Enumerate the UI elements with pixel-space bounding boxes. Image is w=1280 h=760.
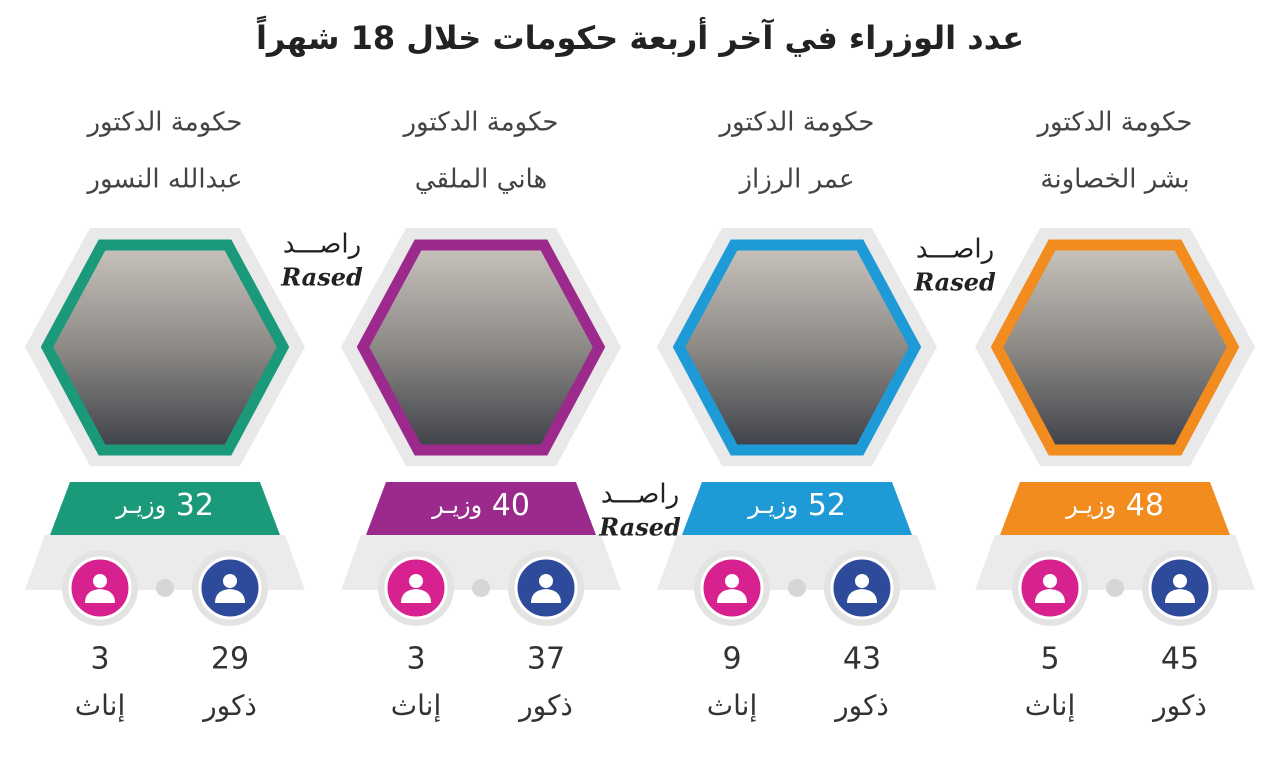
total-banner — [50, 482, 280, 535]
male-label: ذكور — [201, 689, 257, 722]
total-label: 40 وزيـر — [431, 488, 530, 523]
person-head — [409, 574, 423, 588]
total-unit: وزيـر — [115, 491, 166, 519]
person-body — [1165, 589, 1195, 603]
male-count: 37 — [527, 642, 565, 677]
total-value: 40 — [492, 488, 530, 523]
female-icon — [694, 550, 770, 626]
photo — [356, 239, 606, 456]
total-banner — [682, 482, 912, 535]
separator-dot — [156, 579, 174, 597]
photo — [990, 239, 1240, 456]
watermark-ar: راصـــد — [601, 480, 679, 510]
person-head — [1173, 574, 1187, 588]
male-icon — [508, 550, 584, 626]
total-banner — [366, 482, 596, 535]
male-label: ذكور — [833, 689, 889, 722]
person-head — [855, 574, 869, 588]
male-count: 29 — [211, 642, 249, 677]
government-line2: عبدالله النسور — [85, 165, 242, 195]
government-line1: حكومة الدكتور — [718, 108, 875, 138]
female-label: إناث — [707, 689, 757, 722]
male-icon — [824, 550, 900, 626]
total-label: 32 وزيـر — [115, 488, 214, 523]
person-body — [401, 589, 431, 603]
watermark-en: Rased — [913, 268, 996, 297]
female-icon — [378, 550, 454, 626]
female-label: إناث — [391, 689, 441, 722]
total-label: 48 وزيـر — [1065, 488, 1164, 523]
male-count: 43 — [843, 642, 881, 677]
total-value: 48 — [1126, 488, 1164, 523]
female-label: إناث — [1025, 689, 1075, 722]
total-unit: وزيـر — [747, 491, 798, 519]
total-label: 52 وزيـر — [747, 488, 846, 523]
male-label: ذكور — [517, 689, 573, 722]
separator-dot — [1106, 579, 1124, 597]
total-banner — [1000, 482, 1230, 535]
female-label: إناث — [75, 689, 125, 722]
person-body — [1035, 589, 1065, 603]
female-icon — [62, 550, 138, 626]
photo — [40, 239, 290, 456]
watermark-ar: راصـــد — [916, 235, 994, 265]
photo — [672, 239, 922, 456]
male-icon — [1142, 550, 1218, 626]
person-head — [725, 574, 739, 588]
female-count: 5 — [1040, 642, 1059, 677]
separator-dot — [472, 579, 490, 597]
government-line1: حكومة الدكتور — [402, 108, 559, 138]
total-value: 52 — [808, 488, 846, 523]
person-body — [717, 589, 747, 603]
government-line2: عمر الرزاز — [738, 165, 855, 195]
person-head — [223, 574, 237, 588]
government-line1: حكومة الدكتور — [86, 108, 243, 138]
female-icon — [1012, 550, 1088, 626]
male-label: ذكور — [1151, 689, 1207, 722]
female-count: 3 — [90, 642, 109, 677]
person-body — [531, 589, 561, 603]
watermark-en: Rased — [280, 263, 363, 292]
total-unit: وزيـر — [431, 491, 482, 519]
government-card: حكومة الدكتور بشر الخصاونة 48 وزيـر 45 5 ذكور… — [975, 108, 1255, 722]
government-card: حكومة الدكتور عبدالله النسور 32 وزيـر 29 3 ذك… — [25, 108, 305, 722]
male-icon — [192, 550, 268, 626]
female-count: 9 — [722, 642, 741, 677]
person-body — [215, 589, 245, 603]
government-card: حكومة الدكتور عمر الرزاز 52 وزيـر 43 9 ذكور إن… — [657, 108, 937, 722]
person-head — [539, 574, 553, 588]
title: عدد الوزراء في آخر أربعة حكومات خلال 18 … — [256, 15, 1024, 57]
total-value: 32 — [176, 488, 214, 523]
person-body — [847, 589, 877, 603]
watermark-en: Rased — [598, 513, 681, 542]
person-body — [85, 589, 115, 603]
government-card: حكومة الدكتور هاني الملقي 40 وزيـر 37 3 ذكور إ… — [341, 108, 621, 722]
total-unit: وزيـر — [1065, 491, 1116, 519]
person-head — [1043, 574, 1057, 588]
government-line2: هاني الملقي — [415, 165, 547, 195]
person-head — [93, 574, 107, 588]
male-count: 45 — [1161, 642, 1199, 677]
government-line1: حكومة الدكتور — [1036, 108, 1193, 138]
female-count: 3 — [406, 642, 425, 677]
separator-dot — [788, 579, 806, 597]
government-line2: بشر الخصاونة — [1040, 165, 1189, 195]
watermark-ar: راصـــد — [283, 230, 361, 260]
